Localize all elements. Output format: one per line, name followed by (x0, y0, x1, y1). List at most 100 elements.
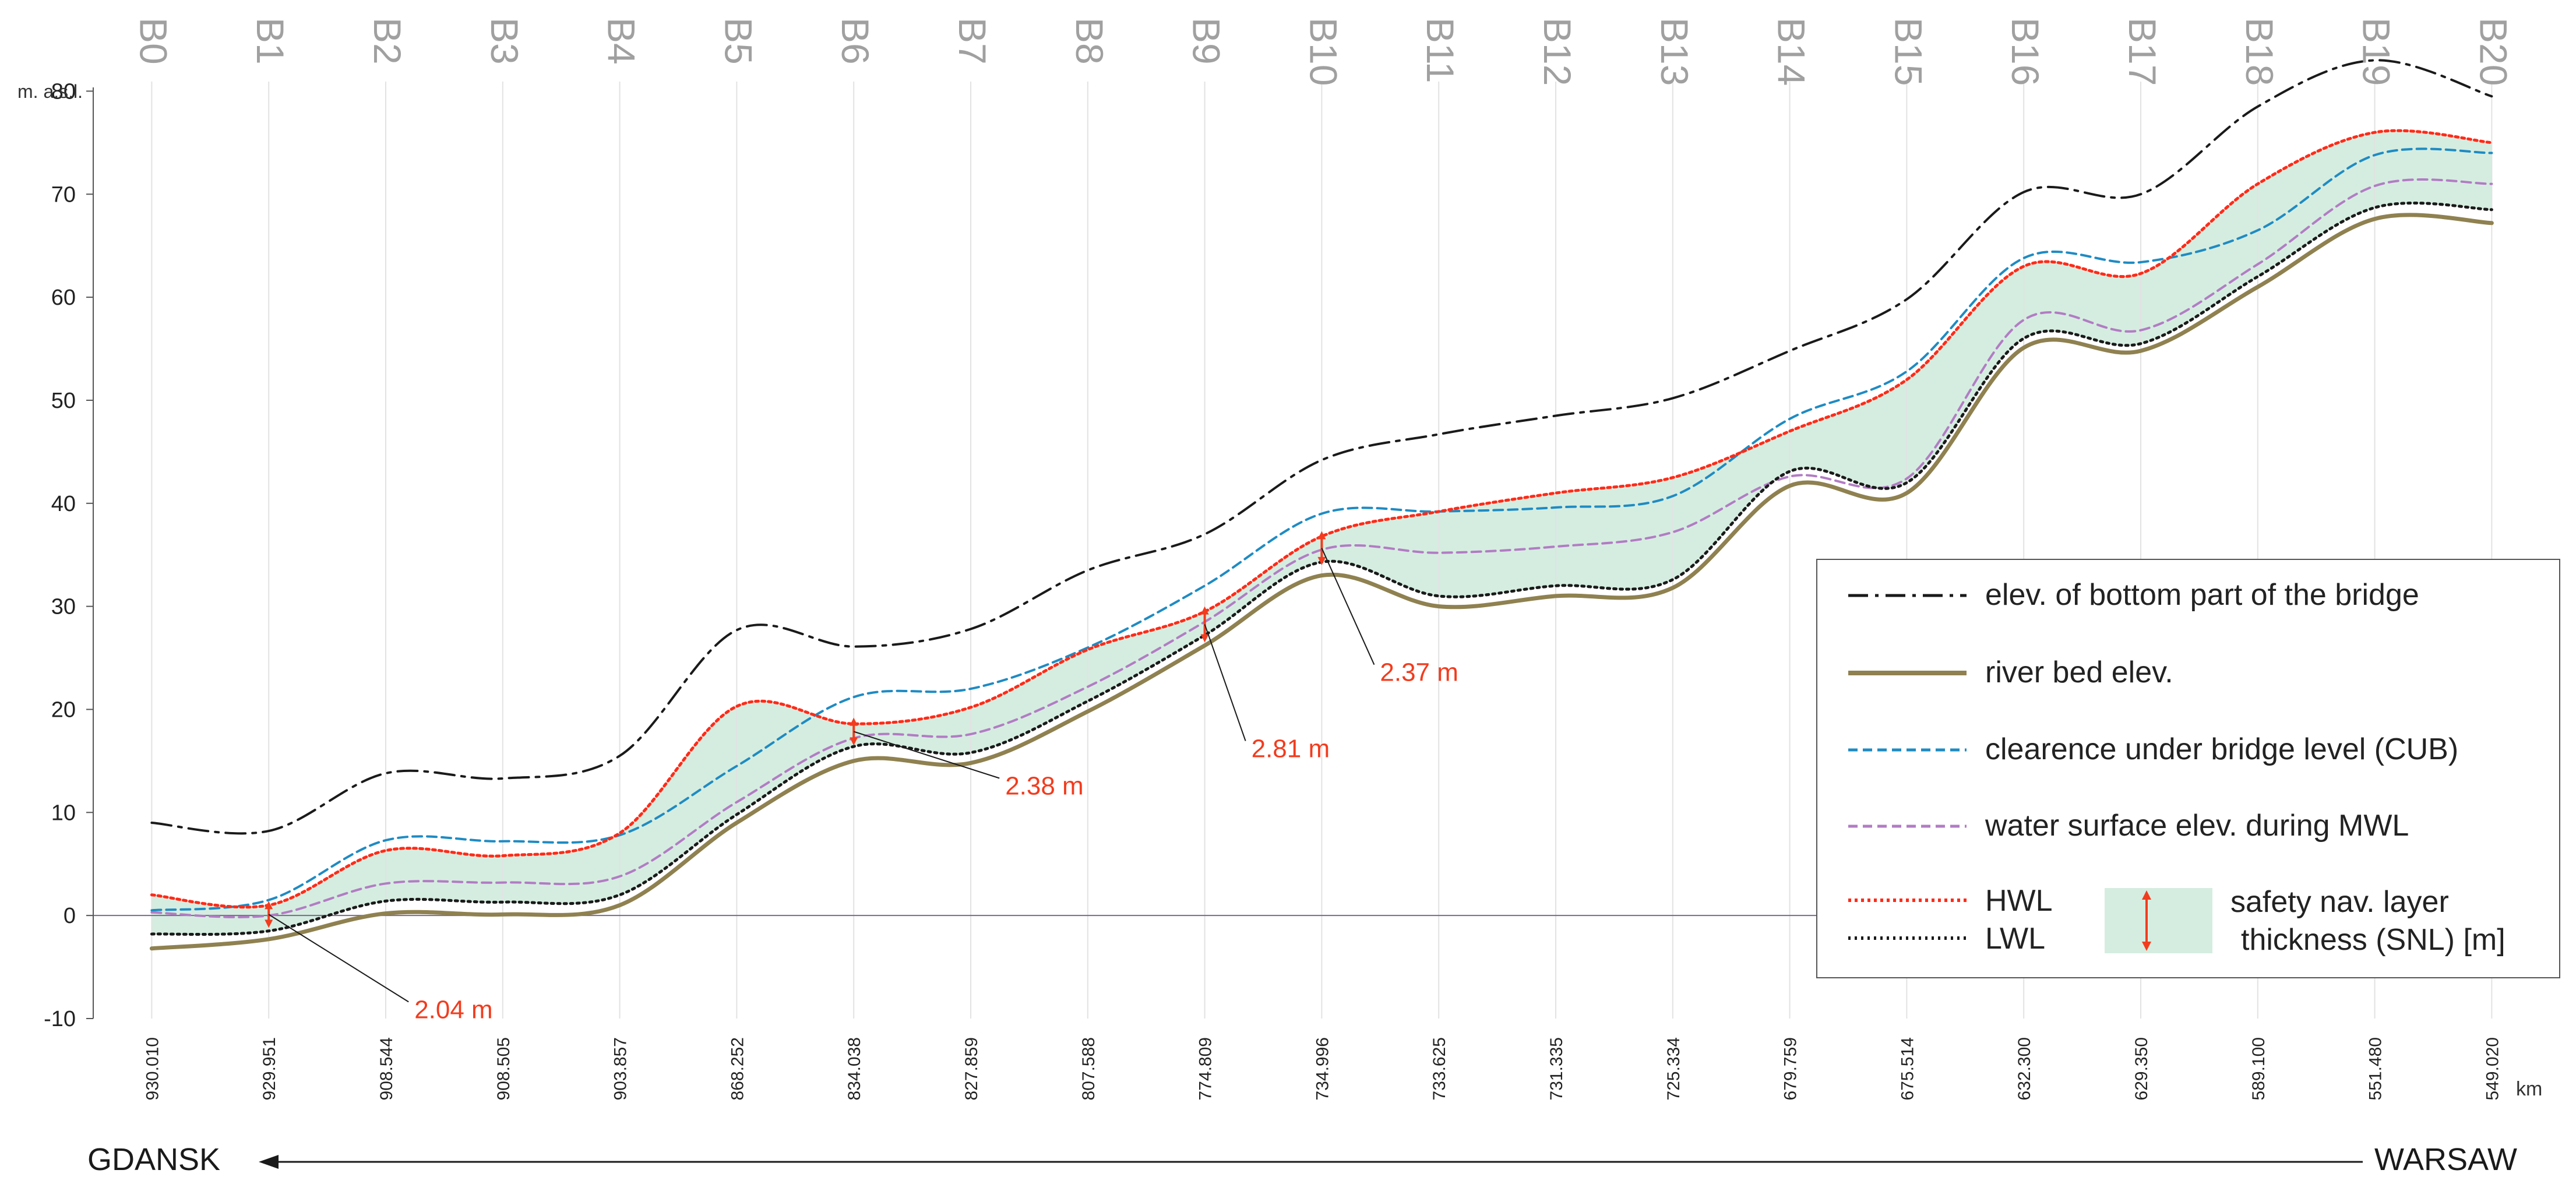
y-axis: -10 0 10 20 30 40 50 60 70 80 (44, 79, 94, 1031)
bridge-label-B19: B19 (2355, 17, 2398, 86)
legend-label-bed: river bed elev. (1985, 656, 2173, 689)
series-line-bridge (150, 59, 2493, 835)
bridge-label-B9: B9 (1185, 17, 1228, 65)
km-label: 632.300 (2015, 1037, 2034, 1100)
bridge-label-B4: B4 (600, 17, 643, 65)
km-label: 725.334 (1664, 1037, 1683, 1100)
legend-label-snl-line1: safety nav. layer (2230, 885, 2449, 919)
bridge-label-B15: B15 (1887, 17, 1930, 86)
bridge-label-B14: B14 (1770, 17, 1813, 86)
y-tick-label: 0 (64, 904, 76, 928)
y-axis-label: m. a.s.l. (17, 81, 83, 102)
leader-line (1321, 548, 1375, 665)
leader-line (853, 731, 1000, 779)
bridge-label-B13: B13 (1653, 17, 1696, 86)
km-label: 903.857 (611, 1037, 630, 1100)
leader-line (1204, 624, 1246, 741)
km-label: 675.514 (1898, 1037, 1917, 1100)
y-tick-label: 20 (51, 697, 76, 722)
arrowhead-down-icon (265, 919, 273, 928)
bridge-label-B7: B7 (951, 17, 994, 65)
legend-label-cub: clearence under bridge level (CUB) (1985, 732, 2458, 766)
y-tick-label: 70 (51, 182, 76, 207)
y-tick-label: 30 (51, 595, 76, 619)
arrowhead-down-icon (850, 737, 858, 746)
leader-line (268, 914, 409, 1003)
km-label: 868.252 (728, 1037, 747, 1100)
annotations: 2.04 m 2.38 m 2.81 m 2.37 m (265, 531, 1458, 1024)
km-label: 731.335 (1547, 1037, 1566, 1100)
km-label: 551.480 (2366, 1037, 2385, 1100)
km-label: 908.544 (377, 1037, 396, 1100)
bridge-label-B1: B1 (249, 17, 292, 65)
annotation-label: 2.04 m (414, 995, 493, 1024)
legend-label-bridge: elev. of bottom part of the bridge (1985, 578, 2419, 612)
bridge-gridlines (151, 82, 2493, 1019)
x-axis-unit: km (2516, 1078, 2542, 1100)
annotation-label: 2.37 m (1380, 658, 1458, 687)
annotation-B6: 2.38 m (850, 717, 1084, 800)
bridge-label-B17: B17 (2121, 17, 2164, 86)
arrowhead-up-icon (1317, 531, 1326, 540)
y-tick-label: 40 (51, 492, 76, 516)
legend-label-snl-line2: thickness (SNL) [m] (2241, 923, 2505, 957)
arrowhead-down-icon (1200, 634, 1209, 643)
arrowhead-down-icon (2142, 942, 2151, 951)
km-label: 908.505 (494, 1037, 513, 1100)
bridge-label-B8: B8 (1068, 17, 1111, 65)
arrowhead-left-icon (259, 1155, 279, 1169)
bridge-label-B20: B20 (2472, 17, 2515, 86)
legend-swatch-snl (2105, 888, 2212, 953)
series-line-cub (150, 147, 2493, 912)
direction-arrow: GDANSK WARSAW (87, 1142, 2517, 1177)
km-label: 679.759 (1781, 1037, 1800, 1100)
direction-left-label: GDANSK (87, 1142, 220, 1177)
y-tick-label: 10 (51, 801, 76, 825)
bridge-label-B2: B2 (366, 17, 409, 65)
km-label: 549.020 (2483, 1037, 2502, 1100)
bridge-label-B18: B18 (2238, 17, 2281, 86)
series-line-lwl (150, 202, 2493, 936)
y-tick-label: 50 (51, 389, 76, 413)
arrowhead-down-icon (1317, 556, 1326, 565)
direction-right-label: WARSAW (2374, 1142, 2517, 1177)
bridge-label-B11: B11 (1419, 17, 1462, 83)
km-label: 629.350 (2132, 1037, 2151, 1100)
legend-label-hwl: HWL (1985, 884, 2053, 918)
bridge-labels: B0 B1 B2 B3 B4 B5 B6 B7 B8 B9 B10 B11 B12 B13 B14 B15 B1… (132, 17, 2515, 86)
bridge-label-B10: B10 (1302, 17, 1345, 86)
arrowhead-up-icon (2142, 890, 2151, 900)
km-label: 929.951 (260, 1037, 279, 1100)
km-label: 589.100 (2249, 1037, 2268, 1100)
series-line-bed (149, 213, 2494, 951)
km-label: 774.809 (1196, 1037, 1215, 1100)
bridge-label-B0: B0 (132, 17, 175, 65)
km-label: 734.996 (1313, 1037, 1332, 1100)
km-labels: 930.010 929.951 908.544 908.505 903.857 868.2… (143, 1037, 2502, 1100)
km-label: 834.038 (845, 1037, 864, 1100)
series-line-mwl (150, 178, 2493, 918)
legend-label-lwl: LWL (1985, 922, 2045, 956)
bridge-label-B6: B6 (834, 17, 877, 65)
legend-label-mwl: water surface elev. during MWL (1985, 809, 2409, 843)
km-label: 807.588 (1079, 1037, 1098, 1100)
annotation-B1: 2.04 m (265, 901, 493, 1024)
annotation-label: 2.81 m (1252, 735, 1330, 763)
annotation-B9: 2.81 m (1200, 606, 1330, 763)
arrowhead-up-icon (1200, 606, 1209, 615)
bridge-label-B16: B16 (2004, 17, 2047, 86)
bridge-label-B5: B5 (717, 17, 760, 65)
legend: elev. of bottom part of the bridge river … (1816, 559, 2560, 978)
arrowhead-up-icon (265, 901, 273, 910)
km-label: 733.625 (1430, 1037, 1449, 1100)
km-label: 827.859 (962, 1037, 981, 1100)
y-tick-label: 60 (51, 286, 76, 310)
arrowhead-up-icon (850, 717, 858, 726)
bridge-label-B12: B12 (1536, 17, 1579, 86)
annotation-label: 2.38 m (1005, 771, 1084, 800)
annotation-B10: 2.37 m (1317, 531, 1458, 687)
y-tick-label: -10 (44, 1007, 76, 1031)
bridge-label-B3: B3 (483, 17, 526, 65)
y-tick-label: 80 (51, 79, 76, 104)
